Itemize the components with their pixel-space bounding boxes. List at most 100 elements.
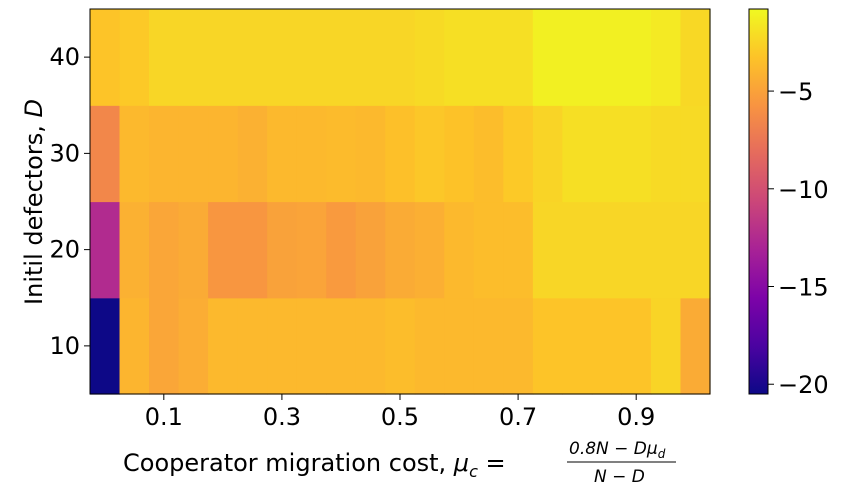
heatmap-cell (178, 297, 209, 395)
heatmap-cell (385, 9, 416, 106)
heatmap-cell (90, 105, 121, 203)
heatmap-cell (591, 201, 623, 299)
heatmap-cell (296, 105, 327, 203)
heatmap-cell (680, 9, 711, 106)
heatmap-cell (532, 201, 563, 299)
heatmap-cell (385, 105, 416, 203)
heatmap-cell (473, 105, 504, 203)
heatmap-cell (650, 105, 682, 203)
heatmap-cell (208, 9, 239, 106)
x-tick-label: 0.3 (263, 403, 301, 431)
heatmap-cell (326, 105, 357, 203)
heatmap-cell (473, 297, 504, 395)
colorbar-ticks: −5 −10 −15 −20 (768, 78, 829, 399)
heatmap-cell (178, 105, 209, 203)
heatmap-cell (119, 201, 150, 299)
heatmap-cell (562, 105, 593, 203)
y-axis-ticks: 10 20 30 40 (49, 43, 90, 360)
heatmap-cell (119, 297, 150, 395)
heatmap-cell (473, 9, 504, 106)
heatmap-cell (296, 297, 327, 395)
heatmap-cell (208, 105, 239, 203)
heatmap-cell (591, 297, 623, 395)
heatmap-cell (208, 297, 239, 395)
heatmap-cell (237, 201, 268, 299)
heatmap-cell (296, 201, 327, 299)
heatmap-cell (267, 297, 298, 395)
heatmap-cell (149, 105, 180, 203)
heatmap-cell (267, 201, 298, 299)
heatmap-cell (237, 297, 268, 395)
heatmap-cell (621, 105, 652, 203)
heatmap-cell (650, 9, 682, 106)
heatmap-cell (326, 201, 357, 299)
heatmap-cell (414, 105, 445, 203)
heatmap-cell (532, 9, 563, 106)
heatmap-cell (355, 9, 386, 106)
y-tick-label: 10 (49, 332, 80, 360)
heatmap-cell (444, 105, 475, 203)
x-axis-label-numerator: 0.8N − Dμd (569, 439, 666, 461)
heatmap-cell (414, 201, 445, 299)
heatmap-cell (385, 297, 416, 395)
heatmap-cell (503, 105, 534, 203)
heatmap-cell (650, 201, 682, 299)
heatmap-cell (650, 297, 682, 395)
heatmap-cell (326, 297, 357, 395)
heatmap-cell (532, 105, 563, 203)
heatmap-cell (119, 9, 150, 106)
heatmap-cell (680, 297, 711, 395)
x-axis-ticks: 0.1 0.3 0.5 0.7 0.9 (145, 394, 655, 431)
x-tick-label: 0.5 (381, 403, 419, 431)
heatmap-cell (237, 105, 268, 203)
heatmap-cell (503, 9, 534, 106)
y-tick-label: 40 (49, 43, 80, 71)
heatmap-cell (90, 9, 121, 106)
heatmap-cell (444, 201, 475, 299)
x-axis-label: Cooperator migration cost, μc = (123, 449, 506, 481)
x-axis-label-denominator: N − D (594, 467, 645, 487)
heatmap-cell (326, 9, 357, 106)
heatmap-cell (178, 9, 209, 106)
colorbar-tick-label: −5 (778, 78, 813, 106)
heatmap-cell (208, 201, 239, 299)
heatmap-cell (680, 201, 711, 299)
heatmap-cell (562, 9, 593, 106)
colorbar (748, 8, 769, 395)
heatmap-cell (621, 297, 652, 395)
colorbar-tick-label: −20 (778, 371, 829, 399)
heatmap-cell (149, 201, 180, 299)
heatmap-cells (90, 9, 711, 395)
x-tick-label: 0.1 (145, 403, 183, 431)
heatmap-cell (621, 9, 652, 106)
heatmap-cell (532, 297, 563, 395)
heatmap-cell (267, 9, 298, 106)
heatmap-cell (237, 9, 268, 106)
y-tick-label: 30 (49, 139, 80, 167)
heatmap-cell (355, 201, 386, 299)
y-axis-label: Initil defectors, D (20, 99, 48, 305)
heatmap-cell (414, 9, 445, 106)
x-tick-label: 0.7 (499, 403, 537, 431)
heatmap-cell (444, 297, 475, 395)
heatmap-cell (562, 201, 593, 299)
heatmap-cell (296, 9, 327, 106)
colorbar-tick-label: −15 (778, 274, 829, 302)
heatmap-cell (149, 9, 180, 106)
heatmap-cell (90, 297, 121, 395)
heatmap-cell (591, 105, 623, 203)
heatmap-cell (621, 201, 652, 299)
heatmap-cell (444, 9, 475, 106)
heatmap-cell (562, 297, 593, 395)
heatmap-cell (591, 9, 623, 106)
heatmap-cell (503, 201, 534, 299)
heatmap-cell (355, 297, 386, 395)
heatmap-cell (680, 105, 711, 203)
y-tick-label: 20 (49, 236, 80, 264)
heatmap-cell (119, 105, 150, 203)
x-tick-label: 0.9 (617, 403, 655, 431)
heatmap-cell (385, 201, 416, 299)
heatmap-cell (178, 201, 209, 299)
heatmap-cell (90, 201, 121, 299)
